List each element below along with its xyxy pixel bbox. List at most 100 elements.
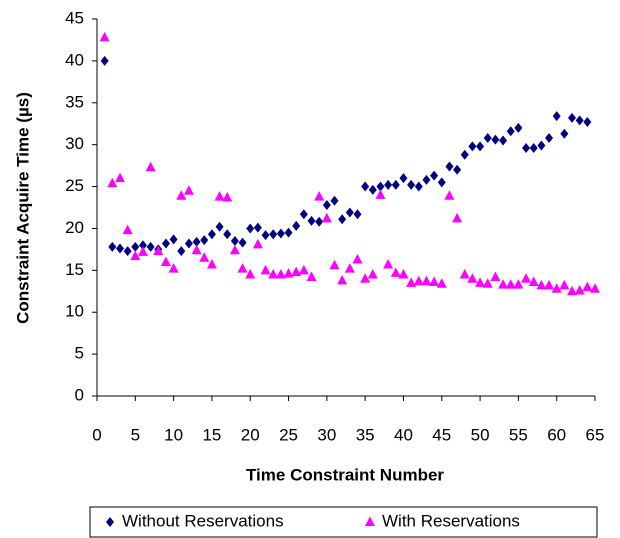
point [344,263,355,273]
point [398,269,409,279]
y-tick-label: 5 [75,344,84,363]
x-tick-label: 60 [547,425,566,444]
point [582,281,593,292]
point [375,189,386,199]
point [315,216,324,227]
y-tick-label: 10 [65,302,84,321]
x-tick-label: 20 [241,425,260,444]
point [498,279,509,289]
point [376,181,385,192]
point [230,236,239,247]
x-tick-label: 25 [279,425,298,444]
point [275,269,286,279]
point [307,215,316,226]
point [467,273,478,283]
point [160,256,171,266]
point [399,173,408,184]
x-tick-label: 10 [164,425,183,444]
point [131,241,140,252]
point [183,185,194,195]
point [114,172,125,183]
point [483,132,492,143]
x-tick-label: 15 [202,425,221,444]
point [522,143,531,154]
point [245,269,256,279]
point [436,278,447,288]
point [214,191,225,201]
point [100,55,109,66]
point [122,224,133,235]
point [559,279,570,290]
x-tick-label: 50 [471,425,490,444]
point [444,190,455,200]
x-tick-label: 65 [586,425,605,444]
point [430,170,439,181]
point [207,229,216,240]
x-tick-label: 0 [92,425,101,444]
point [429,276,440,287]
x-tick-label: 5 [131,425,140,444]
point [176,190,187,200]
point [229,244,240,255]
point [514,122,523,133]
legend-marker [106,517,114,527]
point [568,112,577,123]
point [222,191,233,202]
x-tick-label: 35 [356,425,375,444]
point [453,164,462,175]
point [146,241,155,252]
point [513,279,524,289]
y-tick-label: 15 [65,260,84,279]
point [329,259,340,270]
point [414,181,423,192]
point [383,258,394,269]
point [99,31,110,42]
point [475,277,486,287]
point [506,126,515,137]
point [192,236,201,247]
point [306,271,317,282]
point [184,238,193,249]
point [391,179,400,190]
point [338,214,347,225]
point [199,252,210,262]
point [361,181,370,192]
x-tick-label: 30 [317,425,336,444]
point [445,161,454,172]
point [330,195,339,206]
point [284,227,293,238]
point [145,161,156,172]
point [314,191,325,201]
x-axis-title: Time Constraint Number [246,465,444,484]
point [108,241,117,252]
y-tick-label: 20 [65,218,84,237]
point [499,135,508,146]
point [460,149,469,160]
point [537,140,546,151]
point [177,246,186,257]
point [283,268,294,278]
point [223,229,232,240]
y-axis-title: Constraint Acquire Time (µs) [13,92,32,324]
point [345,207,354,218]
point [238,237,247,248]
y-tick-label: 30 [65,134,84,153]
point [552,111,561,122]
point [482,278,493,288]
point [168,263,179,273]
point [505,279,516,289]
point [367,269,378,279]
point [322,199,331,210]
point [107,177,118,188]
point [153,245,164,256]
point [407,179,416,190]
point [123,246,132,257]
point [390,267,401,277]
point [459,269,470,279]
point [452,212,463,223]
point [583,117,592,128]
point [521,273,532,283]
point [413,275,424,286]
point [130,250,141,261]
